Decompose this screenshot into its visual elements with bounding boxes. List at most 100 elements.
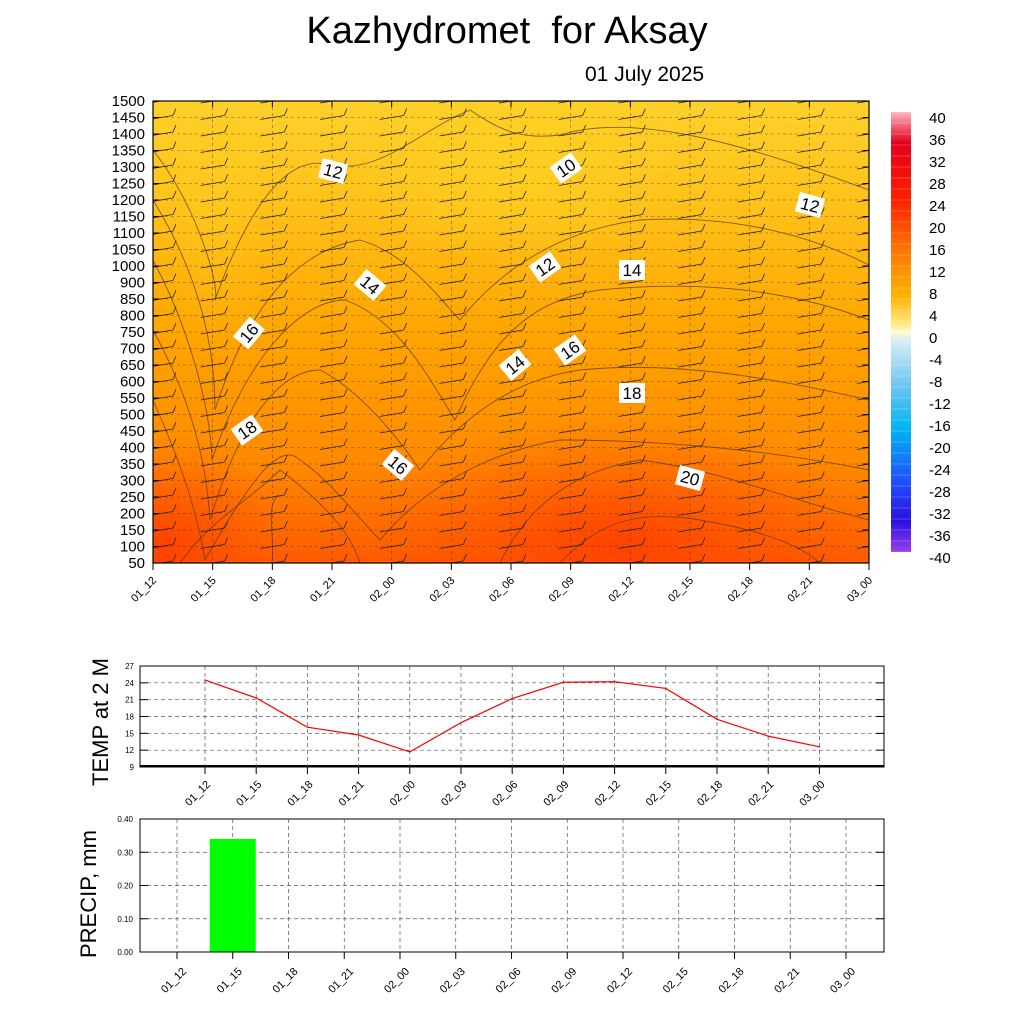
- wind-barb: [200, 438, 229, 450]
- wind-barb: [618, 421, 646, 434]
- wind-barb: [568, 553, 587, 563]
- wind-barb: [856, 216, 869, 219]
- wind-barb-shaft: [737, 511, 762, 516]
- temp-point: [357, 734, 360, 736]
- wind-barb-shaft: [568, 560, 583, 563]
- wind-barb: [200, 537, 229, 549]
- wind-barb: [439, 487, 467, 500]
- wind-barb-shaft: [677, 296, 703, 302]
- colorbar-tick-label: -16: [929, 418, 951, 435]
- heatmap-xtick-label: 02_18: [726, 575, 756, 605]
- contour-label-bg: [549, 152, 583, 184]
- wind-barb-shaft: [498, 214, 524, 219]
- wind-barb-flag: [343, 537, 348, 545]
- heatmap-ytick-label: 400: [120, 440, 145, 457]
- wind-barb-flag: [224, 240, 229, 248]
- wind-barb-shaft: [677, 412, 703, 417]
- heatmap-xtick-label: 01_18: [248, 575, 278, 605]
- wind-barb: [153, 256, 177, 268]
- wind-barb-shaft: [737, 296, 762, 302]
- heatmap-ytick-label: 350: [120, 456, 145, 473]
- wind-barb: [260, 141, 288, 153]
- colorbar-tick-label: 20: [929, 220, 946, 237]
- wind-barb-shaft: [153, 296, 174, 301]
- wind-barb: [677, 421, 706, 434]
- wind-barb: [319, 454, 348, 467]
- precip-axis-label: PRECIP, mm: [76, 830, 101, 958]
- wind-barb: [260, 504, 288, 516]
- wind-barb-shaft: [677, 247, 703, 252]
- wind-barb: [379, 421, 408, 434]
- wind-barb-shaft: [319, 478, 345, 483]
- wind-barb-shaft: [558, 214, 583, 219]
- wind-barb: [737, 322, 766, 335]
- colorbar-tick-label: 40: [929, 110, 946, 127]
- wind-barb-shaft: [558, 148, 583, 153]
- contour-label: 12: [794, 191, 826, 219]
- wind-barb-flag: [641, 223, 646, 232]
- wind-barb-shaft: [558, 379, 583, 384]
- wind-barb: [677, 487, 706, 500]
- wind-barb: [260, 454, 288, 467]
- wind-barb-flag: [283, 372, 288, 380]
- wind-barb-shaft: [677, 101, 693, 104]
- contour-label-bg: [498, 348, 532, 382]
- wind-barb-shaft: [627, 560, 643, 563]
- wind-barb-flag: [343, 141, 348, 149]
- contour-label: 16: [381, 448, 415, 482]
- contour-label-bg: [674, 464, 706, 492]
- contour-label-bg: [317, 157, 349, 185]
- wind-barb-shaft: [737, 230, 762, 236]
- wind-barb: [558, 256, 587, 269]
- wind-barb-flag: [343, 388, 348, 397]
- wind-barb-flag: [881, 455, 884, 462]
- wind-barb-flag: [881, 92, 884, 99]
- wind-barb-shaft: [498, 280, 524, 285]
- temp-point: [409, 751, 411, 753]
- wind-barb: [558, 405, 587, 417]
- wind-barb: [558, 289, 587, 302]
- heatmap-ytick-label: 800: [120, 308, 145, 325]
- wind-barb: [737, 537, 766, 549]
- wind-barb-flag: [582, 339, 587, 347]
- colorbar-tick-label: 12: [929, 264, 946, 281]
- wind-barb-shaft: [856, 480, 869, 483]
- wind-barb-flag: [403, 322, 408, 331]
- wind-barb: [856, 315, 869, 318]
- wind-barb-shaft: [379, 313, 404, 318]
- wind-barb-shaft: [319, 412, 345, 417]
- wind-barb-shaft: [498, 197, 524, 203]
- wind-barb-flag: [761, 438, 766, 446]
- wind-barb-shaft: [498, 164, 524, 170]
- wind-barb-flag: [701, 240, 706, 248]
- wind-barb-flag: [403, 504, 408, 512]
- wind-barb-flag: [701, 537, 706, 545]
- wind-barb: [153, 355, 177, 367]
- wind-barb-shaft: [439, 115, 464, 120]
- wind-barb: [737, 454, 766, 467]
- wind-barb-shaft: [498, 148, 524, 153]
- wind-barb-flag: [224, 157, 229, 166]
- wind-barb-flag: [701, 141, 706, 149]
- wind-barb: [260, 174, 288, 186]
- wind-barb-flag: [172, 405, 177, 413]
- wind-barb: [677, 504, 706, 516]
- wind-barb-shaft: [558, 230, 583, 236]
- wind-barb-flag: [582, 157, 587, 166]
- wind-barb-shaft: [558, 247, 583, 252]
- wind-barb-flag: [881, 521, 884, 528]
- wind-barb: [153, 372, 177, 384]
- wind-barb-flag: [881, 142, 884, 149]
- temp-ytick-label: 18: [125, 713, 134, 722]
- wind-barb: [737, 190, 766, 203]
- temp-xtick-label: 02_00: [388, 779, 418, 809]
- wind-barb-flag: [881, 274, 884, 281]
- wind-barb-flag: [582, 256, 587, 265]
- wind-barb-flag: [641, 240, 646, 248]
- wind-barb-shaft: [439, 395, 464, 401]
- wind-barb-shaft: [737, 101, 753, 104]
- wind-barb: [856, 496, 869, 500]
- wind-barb: [200, 289, 229, 302]
- wind-barb-flag: [462, 141, 467, 149]
- wind-barb-flag: [224, 438, 229, 446]
